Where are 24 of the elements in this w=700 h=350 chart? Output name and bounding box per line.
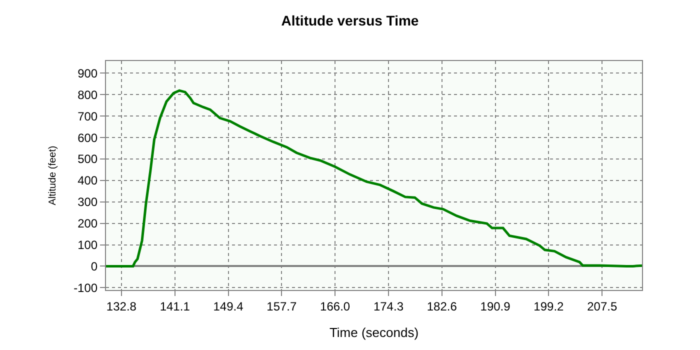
y-tick-label: 100 [78, 238, 98, 252]
y-tick-label: 500 [78, 152, 98, 166]
x-tick-label: 182.6 [426, 299, 458, 314]
y-tick-label: 600 [78, 130, 98, 145]
y-tick-label: 900 [78, 66, 98, 80]
x-tick-label: 174.3 [373, 299, 404, 314]
y-tick-label: 200 [78, 216, 98, 231]
y-tick-label: 400 [78, 174, 98, 188]
y-tick-label: 700 [78, 109, 98, 124]
x-tick-label: 166.0 [320, 299, 350, 314]
x-tick-label: 199.2 [534, 299, 564, 314]
y-tick-label: 800 [78, 88, 98, 102]
x-tick-label: 149.4 [213, 299, 244, 314]
x-tick-label: 157.7 [266, 299, 297, 314]
y-axis-title: Altitude (feet) [48, 146, 59, 206]
x-tick-label: 190.9 [480, 299, 511, 314]
x-tick-label: 207.5 [587, 299, 618, 314]
y-tick-label: 300 [78, 195, 98, 210]
x-tick-label: 141.1 [160, 299, 190, 314]
chart-title: Altitude versus Time [281, 12, 419, 29]
x-axis-title: Time (seconds) [329, 325, 419, 340]
y-tick-label: -100 [74, 280, 98, 295]
x-tick-label: 132.8 [106, 299, 137, 314]
y-tick-label: 0 [90, 259, 98, 274]
